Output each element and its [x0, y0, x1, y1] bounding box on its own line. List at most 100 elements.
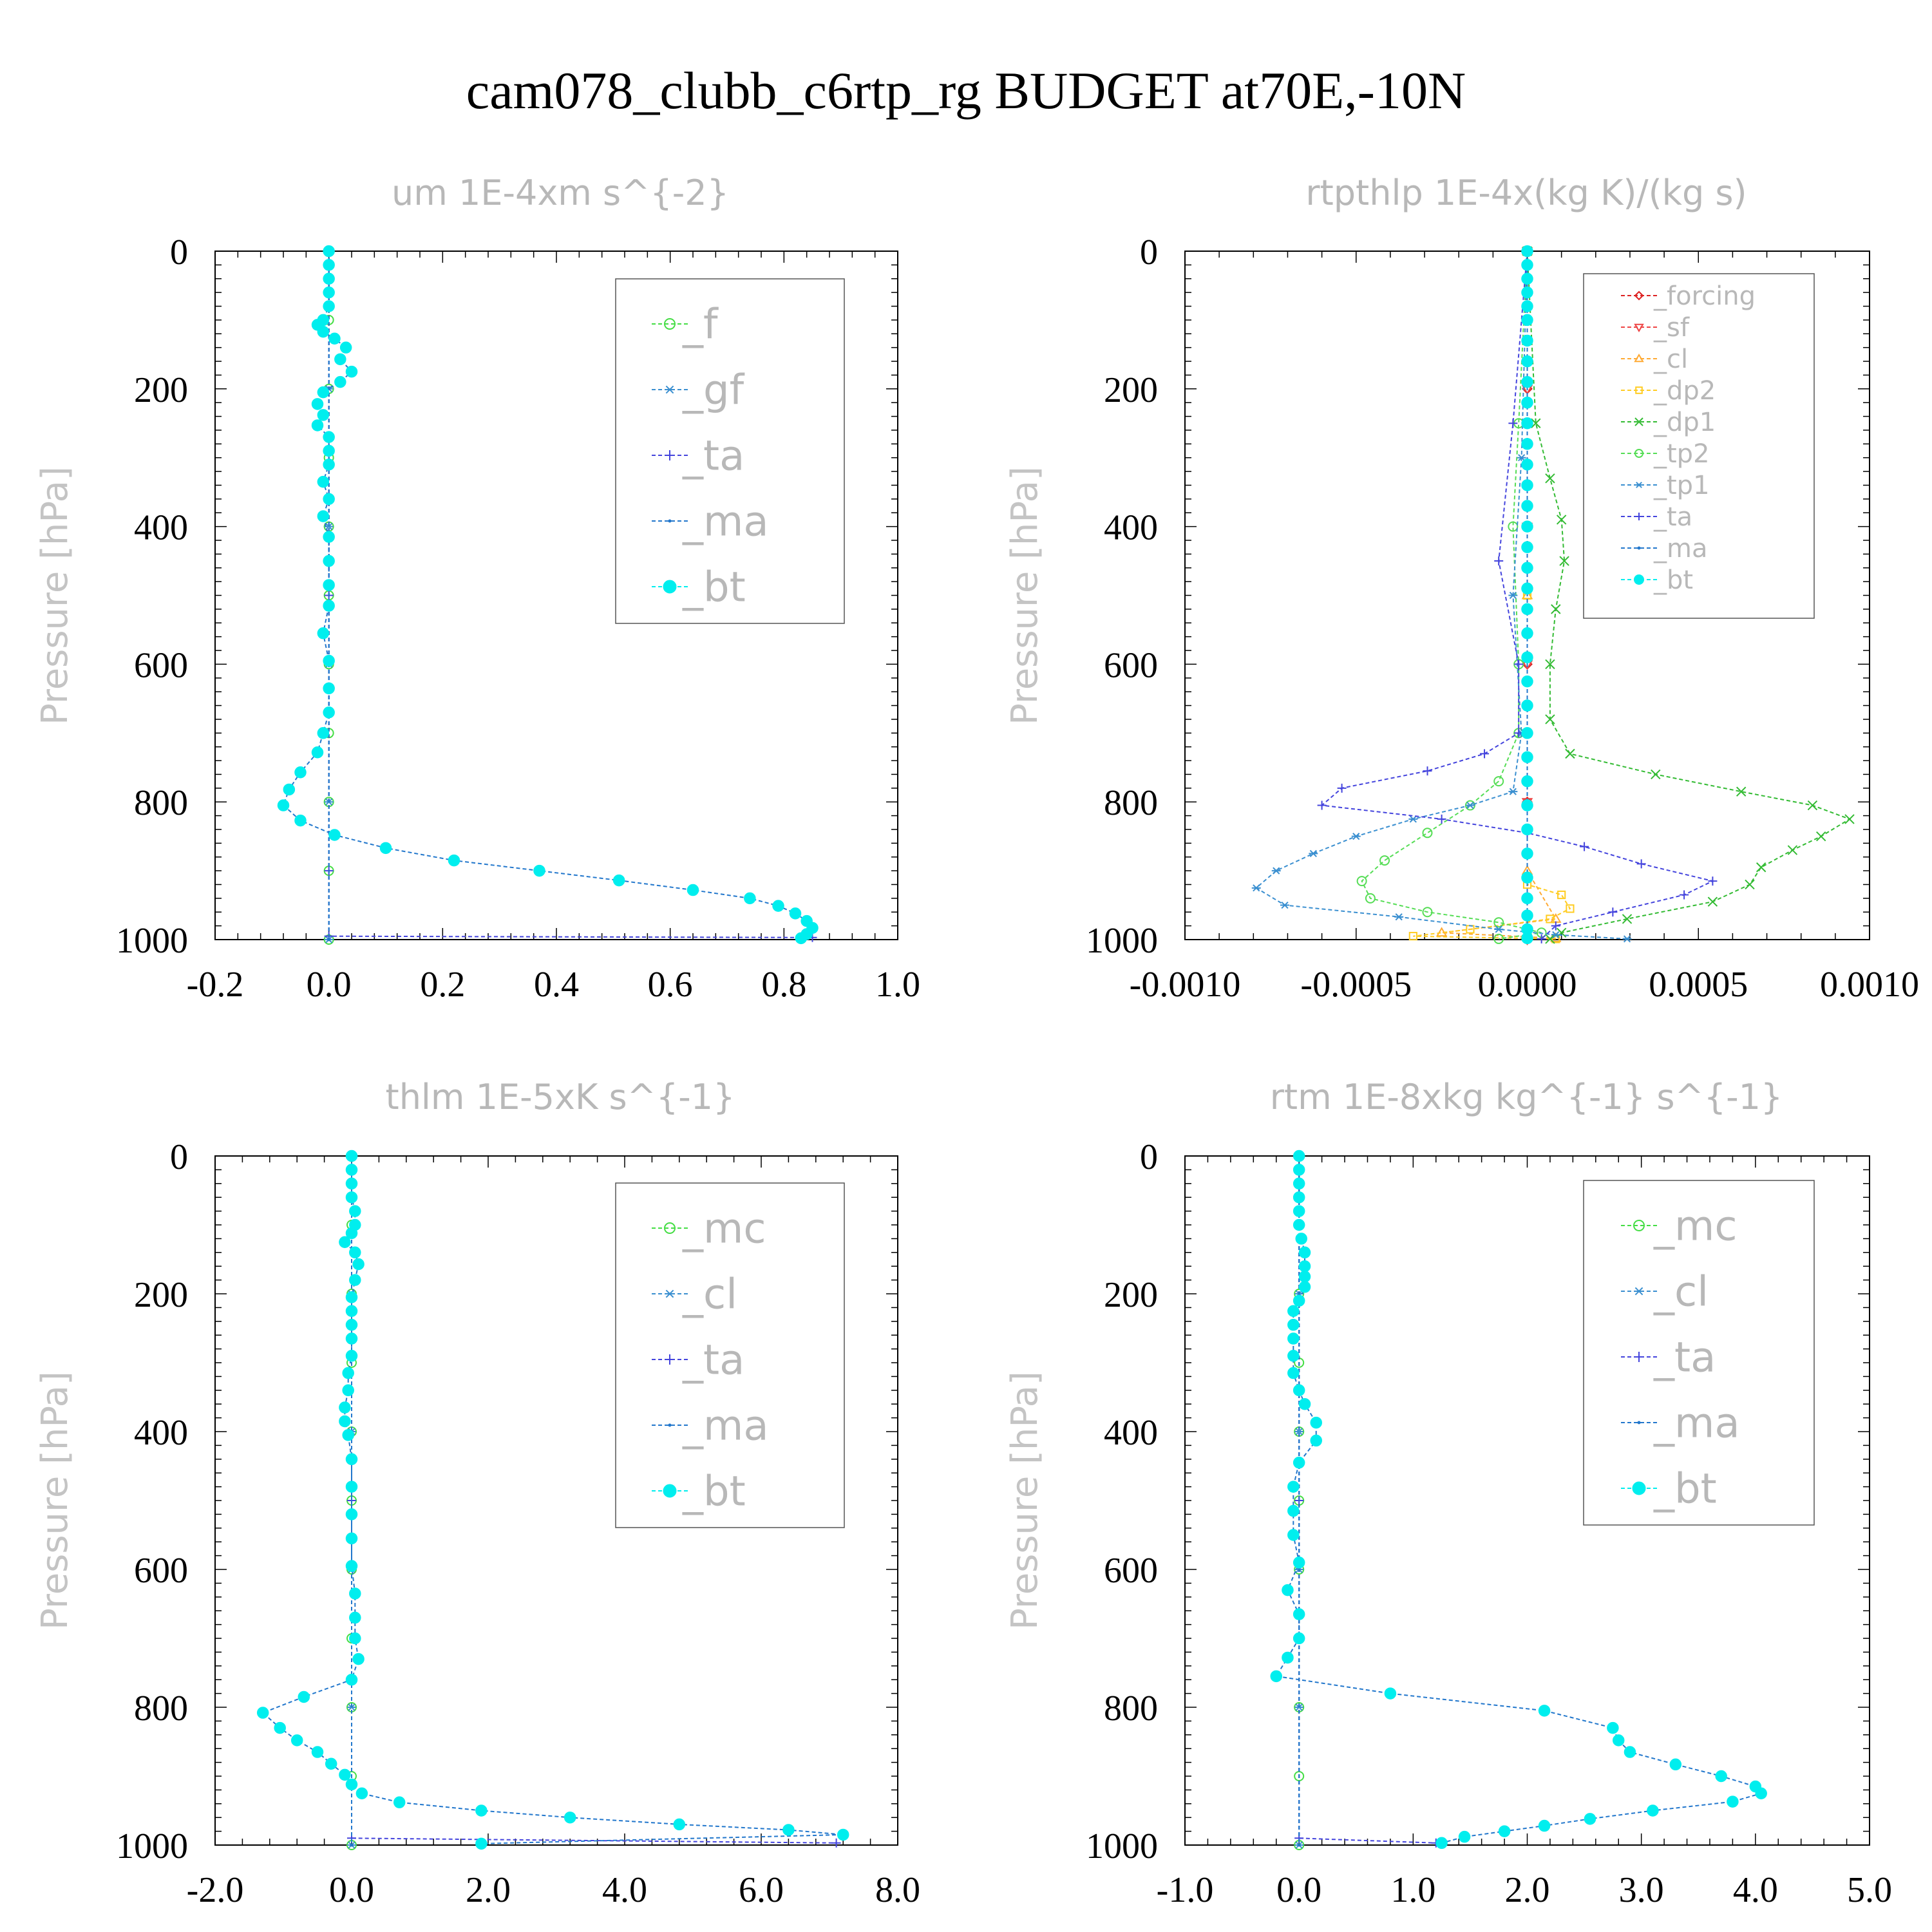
- data-point-bt: [349, 1632, 361, 1645]
- x-tick-label: 0.2: [420, 965, 465, 1005]
- data-point-dp1: [1545, 714, 1555, 724]
- data-point-bt: [1647, 1804, 1659, 1817]
- data-point-bt: [1435, 1837, 1448, 1850]
- data-point-bt: [1293, 1218, 1305, 1231]
- data-point-bt: [1521, 459, 1533, 471]
- data-point-dp1: [1844, 814, 1855, 824]
- legend-marker: [664, 318, 676, 330]
- data-point-bt: [1293, 1608, 1305, 1620]
- data-point-bt: [1521, 541, 1533, 553]
- data-point-bt: [1298, 1246, 1311, 1259]
- data-point-tp2: [1365, 893, 1376, 904]
- panel-rtpthlp-budget: rtpthlp 1E-4x(kg K)/(kg s) Pressure [hPa]…: [1004, 173, 1919, 1005]
- data-point-bt: [339, 341, 352, 354]
- x-tick-label: 2.0: [1505, 1870, 1550, 1910]
- x-tick-label: 3.0: [1619, 1870, 1664, 1910]
- x-tick-label: 0.6: [648, 965, 693, 1005]
- data-point-ta: [1480, 749, 1490, 759]
- y-axis-label: Pressure [hPa]: [1004, 466, 1046, 725]
- data-point-bt: [1607, 1721, 1619, 1734]
- data-point-bt: [1521, 699, 1533, 712]
- legend-entry: _bt: [1653, 1465, 1717, 1513]
- data-point-bt: [687, 884, 699, 896]
- data-point-dp1: [1559, 556, 1569, 566]
- y-tick-label: 800: [1104, 783, 1158, 823]
- data-point-bt: [317, 325, 330, 338]
- data-point-ta: [1680, 890, 1689, 900]
- legend-entry: _cl: [1653, 345, 1688, 374]
- y-tick-label: 1000: [1086, 921, 1158, 961]
- data-point-dp1: [1545, 473, 1555, 484]
- x-tick-label: 0.0010: [1820, 965, 1919, 1005]
- data-point-tp1: [1465, 801, 1475, 810]
- data-point-dp1: [1545, 934, 1555, 944]
- x-tick-label: 4.0: [602, 1870, 647, 1910]
- x-tick-label: 0.0: [329, 1870, 374, 1910]
- data-point-dp1: [1551, 604, 1561, 614]
- y-tick-label: 800: [134, 783, 188, 823]
- data-point-bt: [1310, 1416, 1322, 1429]
- legend-entry: _ta: [682, 1336, 744, 1384]
- data-point-bt: [1298, 1271, 1311, 1283]
- data-point-bt: [345, 1150, 358, 1162]
- data-point-bt: [1755, 1787, 1767, 1799]
- data-point-bt: [564, 1811, 576, 1824]
- data-point-tp1: [1251, 884, 1261, 892]
- legend-entry: _tp1: [1653, 471, 1710, 500]
- legend-marker: [1634, 449, 1643, 458]
- data-point-tp1: [1394, 913, 1404, 921]
- data-point-bt: [345, 1318, 358, 1331]
- data-point-bt: [328, 829, 341, 841]
- data-point-bt: [325, 1757, 337, 1770]
- data-point-dp1: [1745, 879, 1755, 890]
- legend-entry: _cl: [1653, 1268, 1709, 1316]
- data-point-bt: [323, 493, 335, 506]
- panel-title: rtpthlp 1E-4x(kg K)/(kg s): [1305, 173, 1747, 213]
- data-point-bt: [1521, 582, 1533, 595]
- data-point-bt: [1521, 520, 1533, 533]
- data-point-bt: [1521, 775, 1533, 788]
- data-point-tp2: [1422, 828, 1433, 838]
- data-point-dp2: [1557, 890, 1566, 900]
- y-tick-label: 400: [1104, 1413, 1158, 1453]
- data-point-bt: [1521, 562, 1533, 574]
- data-point-bt: [317, 475, 330, 488]
- legend: _f _gf _ta _ma _bt: [615, 278, 845, 624]
- data-point-bt: [782, 1824, 795, 1836]
- data-point-bt: [1310, 1434, 1322, 1447]
- y-tick-label: 1000: [1086, 1826, 1158, 1866]
- data-point-bt: [298, 1690, 310, 1703]
- data-point-bt: [311, 419, 324, 431]
- legend-marker: [1635, 513, 1643, 520]
- data-point-bt: [1293, 1150, 1305, 1162]
- data-point-ta: [1514, 659, 1524, 669]
- data-point-ta: [1337, 783, 1347, 793]
- legend-entry: _bt: [682, 564, 746, 611]
- data-point-bt: [323, 531, 335, 543]
- data-point-bt: [1521, 334, 1533, 347]
- figure-title: cam078_clubb_c6rtp_rg BUDGET at70E,-10N: [466, 61, 1466, 120]
- legend-marker: [1634, 417, 1643, 426]
- data-point-tp2: [1379, 855, 1390, 866]
- data-point-bt: [256, 1707, 269, 1719]
- data-point-bt: [323, 706, 335, 719]
- data-point-bt: [1270, 1670, 1282, 1683]
- legend-marker: [1637, 546, 1641, 550]
- data-point-bt: [1282, 1584, 1294, 1596]
- legend-marker: [1632, 1481, 1646, 1495]
- panel-rtm-budget: rtm 1E-8xkg kg^{-1} s^{-1} Pressure [hPa]…: [1004, 1077, 1892, 1910]
- data-point-ta: [1551, 921, 1560, 931]
- legend-box: [615, 278, 845, 624]
- data-point-bt: [334, 353, 346, 366]
- x-tick-label: -1.0: [1157, 1870, 1214, 1910]
- data-point-bt: [475, 1804, 488, 1817]
- y-tick-label: 200: [1104, 370, 1158, 410]
- x-tick-label: 0.0005: [1649, 965, 1748, 1005]
- data-point-bt: [1521, 438, 1533, 450]
- data-point-bt: [1287, 1504, 1300, 1517]
- data-point-bt: [1293, 1294, 1305, 1307]
- data-point-tp2: [1493, 776, 1504, 787]
- data-point-dp1: [1531, 418, 1541, 428]
- data-point-bt: [345, 1350, 358, 1362]
- data-point-bt: [323, 654, 335, 667]
